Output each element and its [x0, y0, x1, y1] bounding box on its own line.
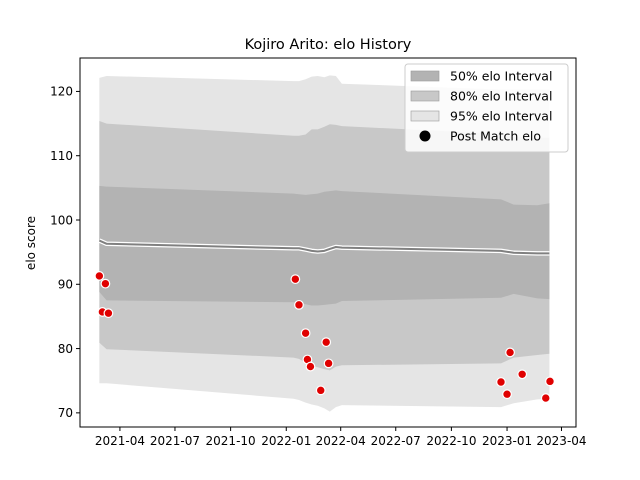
data-point	[505, 347, 515, 358]
chart-title: Kojiro Arito: elo History	[245, 37, 412, 53]
legend-swatch	[410, 110, 440, 122]
data-point	[321, 337, 332, 348]
legend-marker	[419, 130, 431, 142]
data-point	[305, 361, 316, 372]
data-point	[517, 369, 528, 380]
x-tick-label: 2021-04	[95, 434, 145, 448]
legend-label: 50% elo Interval	[450, 69, 552, 84]
data-point	[323, 358, 334, 369]
y-tick-label: 100	[50, 213, 73, 227]
y-axis-label: elo score	[24, 216, 38, 270]
x-tick-label: 2021-07	[150, 434, 200, 448]
axes: 70 80 90 100 110 120 2021-04 2021-07 2021-10 2022…	[50, 57, 587, 448]
legend-swatch	[410, 70, 440, 82]
x-tick-label: 2022-01	[261, 434, 311, 448]
x-tick-label: 2023-04	[536, 434, 586, 448]
data-point	[290, 274, 301, 285]
data-point	[100, 278, 111, 289]
y-tick-label: 80	[58, 342, 73, 356]
data-point	[496, 377, 506, 387]
data-point	[502, 389, 512, 400]
y-tick-label: 70	[58, 406, 73, 420]
mean-line	[98, 239, 550, 255]
data-point	[540, 393, 551, 403]
x-tick-label: 2022-07	[371, 434, 421, 448]
data-point	[103, 308, 114, 319]
y-tick-label: 110	[50, 149, 73, 163]
legend-box	[404, 63, 569, 153]
data-point	[545, 376, 555, 387]
y-tick-label: 120	[50, 85, 73, 99]
legend: 50% elo Interval 80% elo Interval 95% elo …	[404, 63, 569, 153]
legend-label: Post Match elo	[450, 129, 541, 144]
plot-area	[94, 75, 555, 412]
axes-frame	[79, 57, 577, 428]
data-point	[315, 385, 326, 396]
data-point	[94, 271, 105, 281]
legend-label: 95% elo Interval	[450, 109, 552, 124]
data-point	[300, 328, 311, 339]
legend-swatch	[410, 90, 440, 102]
x-tick-label: 2021-10	[206, 434, 256, 448]
band-3	[99, 185, 550, 306]
y-tick-label: 90	[58, 278, 73, 292]
x-tick-label: 2022-10	[426, 434, 476, 448]
x-tick-label: 2023-01	[482, 434, 532, 448]
x-tick-label: 2022-04	[316, 434, 366, 448]
data-point	[294, 299, 304, 310]
legend-label: 80% elo Interval	[450, 89, 552, 104]
